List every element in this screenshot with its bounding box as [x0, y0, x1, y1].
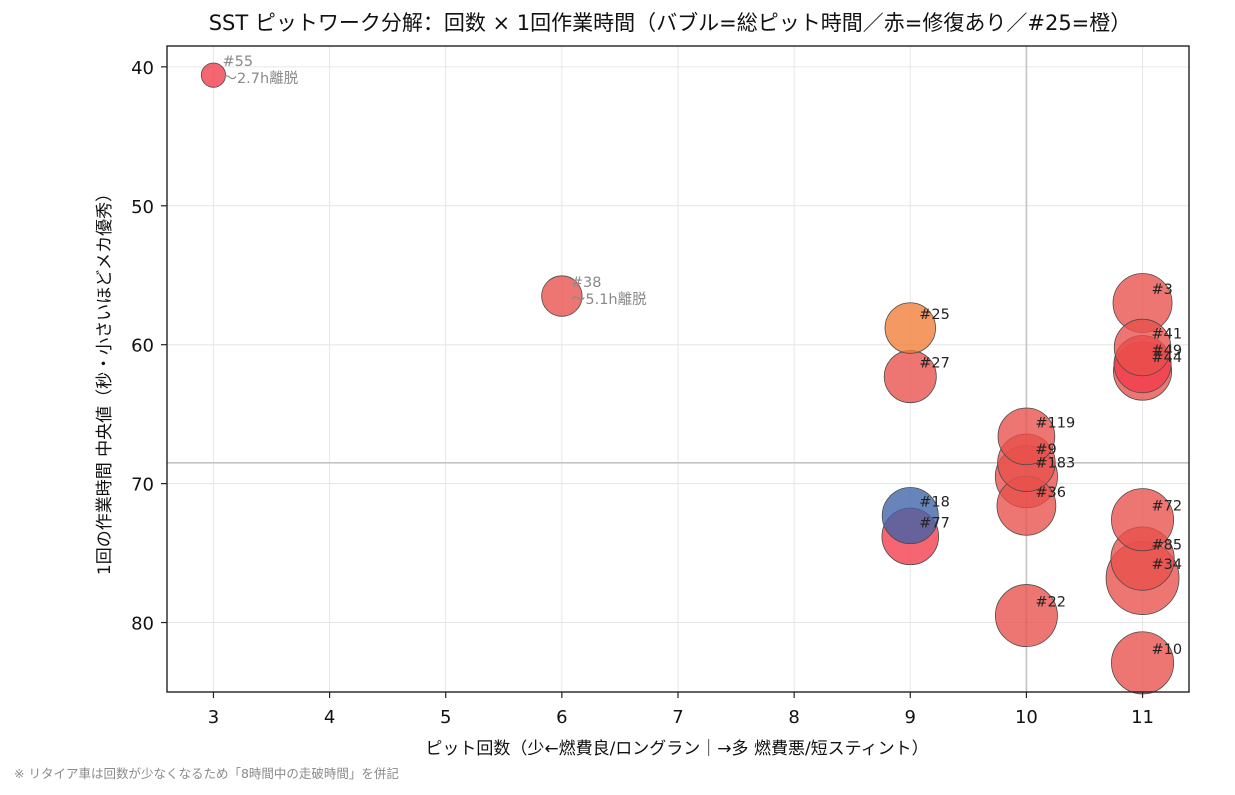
bubble-car-55	[200, 62, 227, 88]
point-label: #55	[222, 54, 253, 70]
point-label: #18	[919, 495, 950, 511]
bubble-car-22	[994, 584, 1058, 648]
x-tick-label: 10	[1015, 707, 1038, 728]
bubble-car-72	[1111, 488, 1175, 552]
x-tick-label: 6	[556, 707, 567, 728]
point-label: #9	[1035, 442, 1056, 458]
y-tick-label: 80	[131, 614, 154, 635]
x-tick-label: 11	[1131, 707, 1154, 728]
point-label: #119	[1035, 415, 1075, 431]
y-axis-label: 1回の作業時間 中央値（秒・小さいほどメカ優秀）	[95, 185, 115, 575]
point-note: 〜2.7h離脱	[222, 69, 298, 87]
point-label: #36	[1035, 485, 1066, 501]
point-label: #22	[1035, 595, 1066, 611]
point-label: #38	[571, 275, 602, 291]
x-tick-label: 3	[208, 707, 219, 728]
point-label: #49	[1152, 343, 1183, 359]
point-label: #44	[1152, 350, 1183, 366]
x-tick-label: 4	[324, 707, 335, 728]
y-tick-label: 50	[131, 197, 154, 218]
x-tick-label: 7	[672, 707, 683, 728]
y-tick-label: 60	[131, 336, 154, 357]
point-label: #34	[1152, 557, 1183, 573]
bubble-car-38	[541, 275, 583, 317]
point-note: 〜5.1h離脱	[571, 290, 647, 308]
point-label: #77	[919, 515, 950, 531]
point-label: #41	[1152, 326, 1183, 342]
point-label: #25	[919, 307, 950, 323]
bubble-car-41	[1113, 318, 1172, 377]
x-tick-label: 8	[788, 707, 799, 728]
point-label: #10	[1152, 642, 1183, 658]
y-tick-label: 40	[131, 58, 154, 79]
point-label: #85	[1152, 538, 1183, 554]
point-label: #183	[1035, 456, 1075, 472]
axis-ticks: 3 4 5 6 7 8 9 10 11 40 50 60 70 80	[131, 58, 1154, 728]
x-axis-label: ピット回数（少←燃費良/ロングラン｜→多 燃費悪/短スティント）	[425, 739, 928, 759]
bubbles	[200, 62, 1180, 695]
footnote: ※ リタイア車は回数が少なくなるため「8時間中の走破時間」を併記	[14, 766, 399, 781]
point-labels: #55〜2.7h離脱#38〜5.1h離脱#25#27#18#77#119#9#1…	[222, 54, 1182, 658]
point-label: #72	[1152, 499, 1183, 515]
y-tick-label: 70	[131, 475, 154, 496]
x-tick-label: 9	[905, 707, 916, 728]
chart-title: SST ピットワーク分解：回数 × 1回作業時間（バブル=総ピット時間／赤=修復…	[209, 11, 1132, 35]
point-label: #3	[1152, 282, 1173, 298]
point-label: #27	[919, 356, 950, 372]
bubble-car-25	[884, 302, 936, 354]
bubble-car-119	[997, 407, 1056, 466]
x-tick-label: 5	[440, 707, 451, 728]
bubble-car-18	[881, 487, 939, 545]
